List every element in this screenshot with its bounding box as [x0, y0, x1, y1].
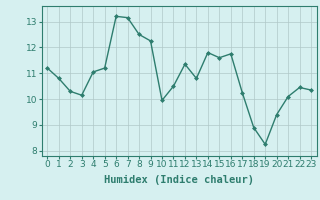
X-axis label: Humidex (Indice chaleur): Humidex (Indice chaleur) — [104, 175, 254, 185]
